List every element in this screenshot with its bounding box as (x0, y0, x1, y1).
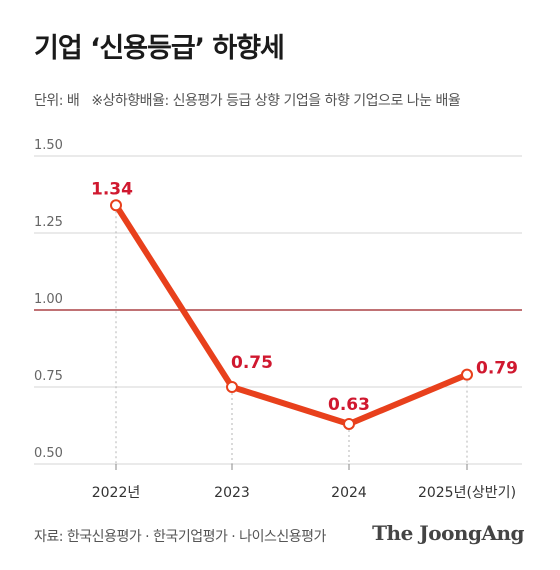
y-tick-label: 1.50 (34, 138, 63, 153)
x-tick-label: 2022년 (92, 485, 141, 501)
data-label: 0.75 (231, 353, 273, 373)
y-tick-label: 1.00 (34, 292, 63, 307)
y-tick-label: 0.50 (34, 446, 63, 461)
data-point (110, 199, 122, 212)
y-tick-label: 1.25 (34, 215, 63, 230)
source-note: 자료: 한국신용평가 · 한국기업평가 · 나이스신용평가 (34, 529, 326, 545)
data-label: 0.63 (328, 395, 370, 415)
x-tick-label: 2024 (331, 485, 367, 501)
x-tick-label: 2025년(상반기) (418, 485, 516, 501)
brand-logo: The JoongAng (372, 521, 524, 545)
chart-subtitle: 단위: 배 ※상하향배율: 신용평가 등급 상향 기업을 하향 기업으로 나눈 배… (34, 90, 461, 110)
x-tick-label: 2023 (214, 485, 250, 501)
unit-note: 단위: 배 (34, 93, 80, 109)
chart-title: 기업 ‘신용등급’ 하향세 (34, 33, 285, 64)
definition-note: ※상하향배율: 신용평가 등급 상향 기업을 하향 기업으로 나눈 배율 (91, 93, 461, 109)
data-label: 0.79 (476, 359, 518, 379)
y-tick-label: 0.75 (34, 369, 63, 384)
series-line (113, 202, 470, 427)
data-label: 1.34 (91, 179, 133, 199)
data-point (226, 381, 238, 393)
data-point (343, 417, 355, 430)
data-point (461, 368, 473, 381)
